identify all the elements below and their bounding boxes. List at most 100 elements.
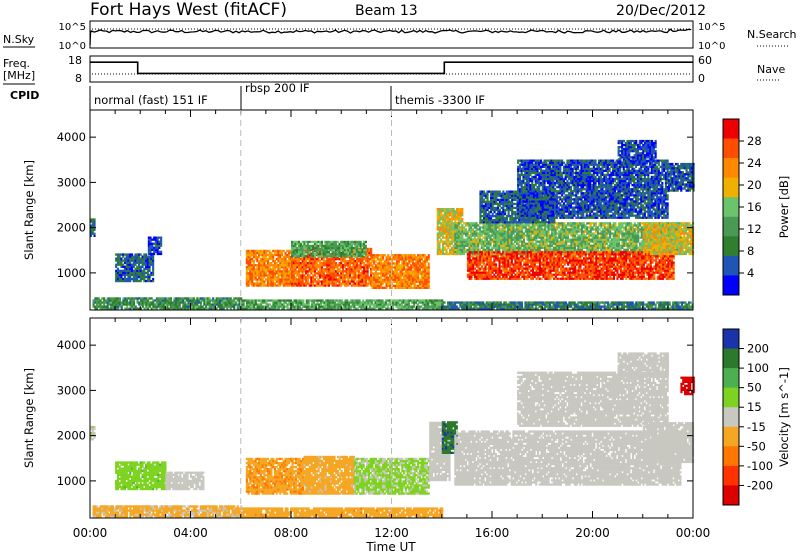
data-cell [420,262,423,265]
data-cell [263,276,266,279]
data-cell [335,270,338,273]
data-cell [152,299,155,302]
data-cell [284,299,287,302]
data-cell [298,246,301,250]
data-cell [404,274,407,277]
data-cell [471,250,474,253]
data-cell [313,253,316,256]
data-cell [263,282,266,285]
data-cell [148,305,151,308]
data-cell [229,303,232,306]
data-cell [401,262,404,265]
data-cell [361,262,364,265]
data-cell [268,268,271,271]
data-cell [281,253,284,257]
data-cell [281,266,284,269]
data-cell [397,264,400,267]
data-cell [487,307,490,310]
data-cell [473,222,476,225]
data-cell [331,272,334,275]
data-cell [166,299,169,302]
data-cell [336,274,339,277]
data-cell [327,278,330,281]
data-cell [487,236,490,239]
data-cell [450,212,453,215]
data-cell [346,301,349,304]
data-cell [275,258,278,261]
data-cell [356,246,359,250]
data-cell [482,244,485,247]
data-cell [382,272,385,275]
data-cell [346,299,349,302]
data-cell [323,307,326,310]
data-cell [480,307,483,310]
data-cell [256,272,259,275]
data-cell [308,262,311,265]
data-cell [443,307,446,310]
data-cell [533,228,536,231]
data-cell [356,260,359,263]
data-cell [536,307,539,310]
data-cell [411,301,414,304]
data-cell [498,224,501,227]
data-cell [152,269,155,272]
data-cell [389,256,392,259]
data-cell [148,277,151,281]
data-cell [491,234,494,237]
data-cell [684,305,687,308]
data-cell [288,255,291,259]
data-cell [496,238,499,241]
data-cell [258,303,261,306]
data-cell [288,258,291,261]
data-cell [352,282,355,285]
data-cell [545,238,548,241]
data-cell [352,280,355,283]
data-cell [312,264,315,267]
data-cell [310,268,313,271]
data-cell [335,274,338,277]
data-cell [180,299,183,302]
data-cell [166,303,169,306]
data-cell [450,222,453,225]
data-cell [325,305,328,308]
data-cell [374,256,377,259]
data-cell [148,303,151,306]
data-cell [160,250,163,253]
data-cell [272,272,275,275]
data-cell [133,297,136,300]
data-cell [414,307,417,310]
data-cell [418,272,421,275]
data-cell [457,230,460,233]
data-cell [487,303,490,306]
data-cell [343,280,346,283]
data-cell [273,266,276,269]
data-cell [368,258,371,261]
data-cell [507,248,510,251]
data-cell [320,258,323,261]
data-cell [261,249,264,253]
data-cell [408,260,411,263]
data-cell [436,248,439,251]
data-cell [447,228,450,231]
data-cell [111,301,114,304]
data-cell [191,299,194,302]
data-cell [166,301,169,304]
data-cell [333,248,336,252]
data-cell [373,274,376,277]
data-cell [205,303,208,306]
data-cell [265,303,268,306]
data-cell [291,242,294,246]
data-cell [308,276,311,279]
data-cell [538,246,541,249]
data-cell [326,264,329,267]
data-cell [389,272,392,275]
data-cell [510,226,513,229]
data-cell [315,262,318,265]
data-cell [564,303,567,306]
data-cell [336,278,339,281]
data-cell [104,307,107,310]
data-cell [308,266,311,269]
data-cell [522,224,525,227]
data-cell [292,240,295,244]
data-cell [242,307,245,310]
